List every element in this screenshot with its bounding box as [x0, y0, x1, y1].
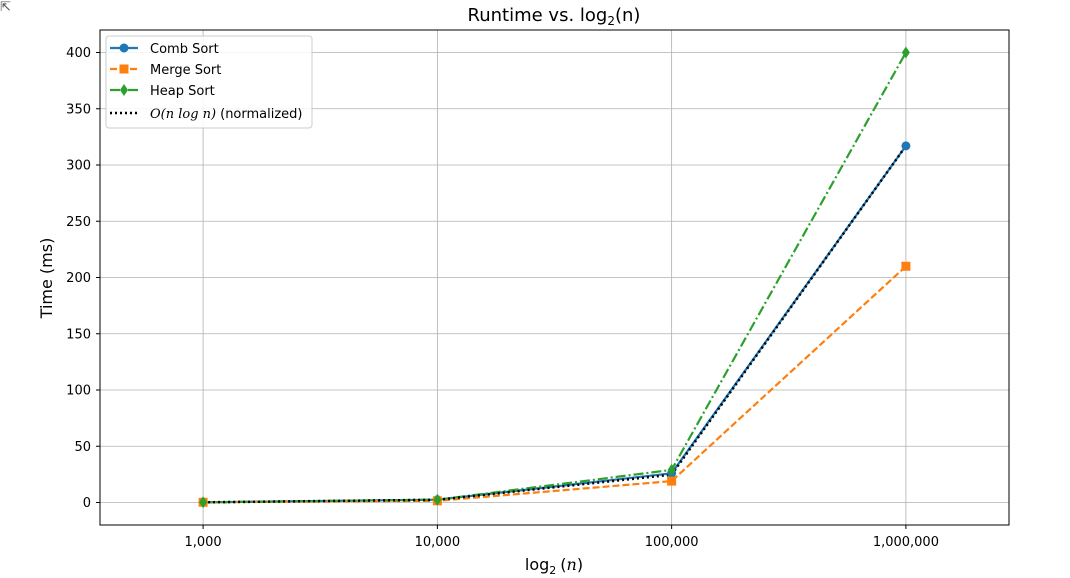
- y-tick-label: 250: [66, 215, 91, 230]
- x-tick-label: 100,000: [645, 535, 699, 550]
- series-line-0: [203, 145, 907, 504]
- y-tick-label: 300: [66, 159, 91, 174]
- output-collapse-icon[interactable]: ⇱: [0, 0, 11, 15]
- legend-comb-sort-marker: [119, 43, 129, 53]
- data-point-0: [901, 141, 911, 151]
- legend-heap-sort-label: Heap Sort: [150, 84, 215, 99]
- x-tick-label: 10,000: [415, 535, 461, 550]
- x-tick-label: 1,000: [184, 535, 221, 550]
- legend-merge-sort-label: Merge Sort: [150, 63, 221, 78]
- chart-title: Runtime vs. log2(n): [468, 5, 641, 28]
- series-line-3: [203, 145, 907, 504]
- data-point-2: [901, 46, 910, 59]
- y-tick-label: 0: [83, 496, 91, 511]
- data-point-1: [901, 261, 911, 271]
- y-tick-label: 100: [66, 384, 91, 399]
- y-axis-label: Time (ms): [37, 238, 56, 320]
- y-tick-label: 50: [74, 440, 91, 455]
- legend-comb-sort-label: Comb Sort: [150, 42, 219, 57]
- series-line-1: [203, 265, 907, 504]
- y-tick-label: 350: [66, 102, 91, 117]
- data-point-2: [433, 493, 442, 506]
- legend-heap-sort-marker: [120, 84, 128, 96]
- y-tick-label: 400: [66, 46, 91, 61]
- y-tick-label: 150: [66, 327, 91, 342]
- data-point-1: [667, 476, 677, 486]
- legend: Comb Sort Merge Sort Heap Sort O(n log n…: [105, 35, 313, 129]
- y-tick-label: 200: [66, 271, 91, 286]
- series-layer: [198, 46, 911, 509]
- legend-nlogn-label: O(n log n) (normalized): [150, 107, 303, 122]
- axis-ticks: 1,000 10,000 100,000 1,000,000 0 50 100 150 200 2…: [66, 46, 939, 550]
- series-line-2: [203, 51, 907, 504]
- legend-box: [105, 35, 313, 129]
- x-tick-label: 1,000,000: [873, 535, 939, 550]
- x-axis-label: log2 (n): [525, 555, 583, 577]
- data-point-2: [667, 463, 676, 476]
- legend-merge-sort-marker: [119, 64, 129, 74]
- data-point-2: [199, 496, 208, 509]
